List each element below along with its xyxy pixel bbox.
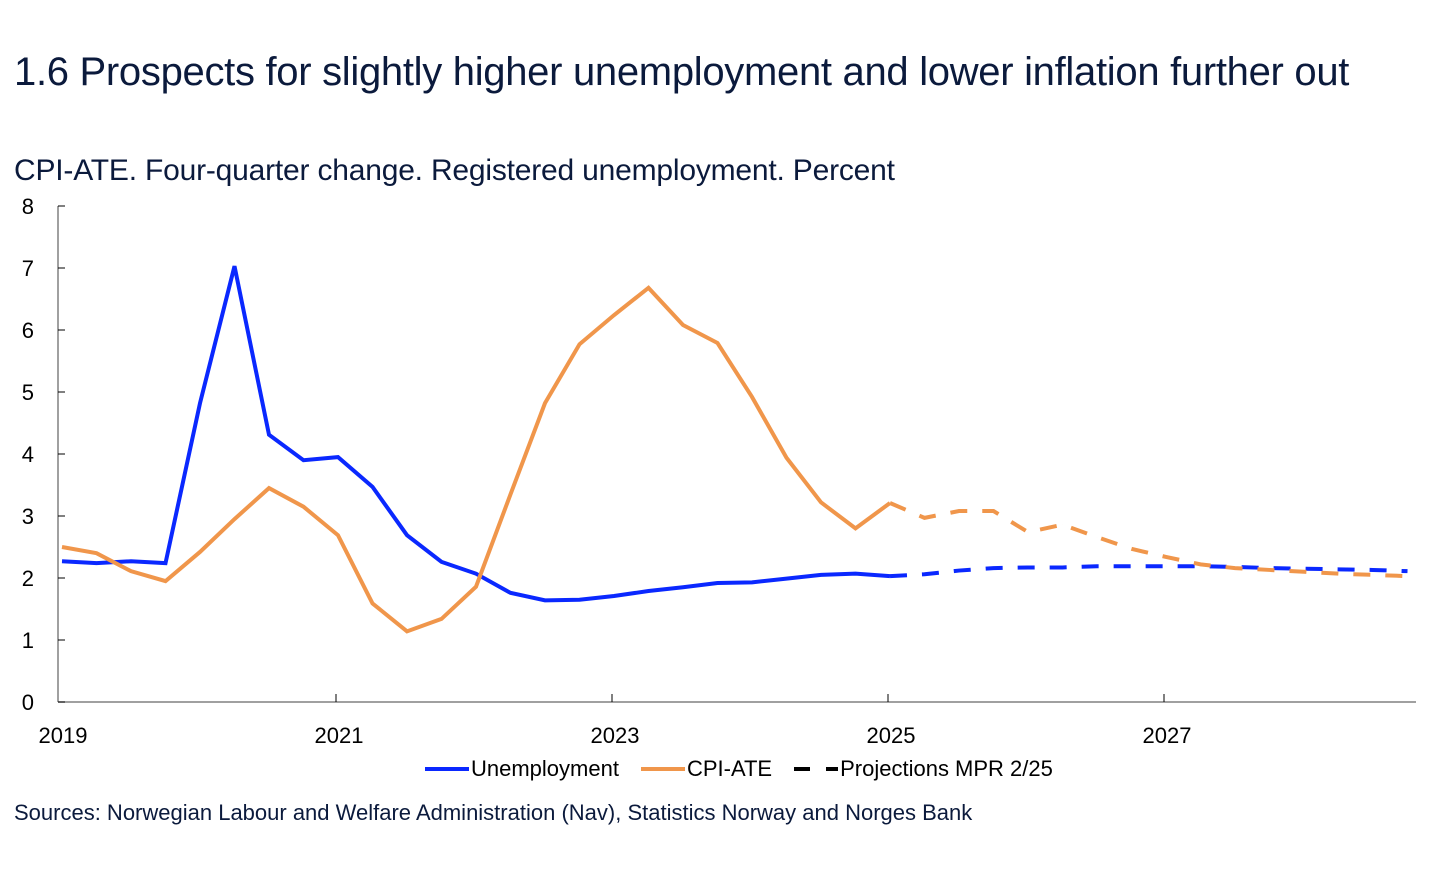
legend-item-cpi-ate: CPI-ATE: [640, 756, 773, 782]
y-tick-label: 1: [22, 628, 34, 653]
x-tick-label: 2027: [1143, 723, 1192, 748]
series-projection-unemployment: [889, 564, 1408, 579]
x-tick-label: 2025: [867, 723, 916, 748]
series-lines: [61, 265, 1408, 634]
sources-note: Sources: Norwegian Labour and Welfare Ad…: [14, 800, 973, 825]
chart-subtitle: CPI-ATE. Four-quarter change. Registered…: [14, 154, 895, 187]
legend-label: Projections MPR 2/25: [840, 756, 1053, 781]
y-tick-label: 3: [22, 504, 34, 529]
axes: [57, 205, 1416, 703]
y-tick-label: 5: [22, 380, 34, 405]
y-tick-label: 0: [22, 690, 34, 715]
series-line-unemployment: [61, 265, 891, 603]
y-tick-label: 2: [22, 566, 34, 591]
y-tick-label: 4: [22, 442, 34, 467]
x-tick-label: 2023: [591, 723, 640, 748]
tick-labels: 0 1 2 3 4 5 6 7 8 2019 2021 2023 2025 2027: [22, 194, 1192, 748]
y-tick-label: 7: [22, 256, 34, 281]
legend-item-unemployment: Unemployment: [425, 756, 619, 782]
legend-swatch-cpi-ate: [640, 767, 685, 771]
chart-title: 1.6 Prospects for slightly higher unempl…: [14, 50, 1350, 94]
y-tick-label: 6: [22, 318, 34, 343]
x-tick-label: 2019: [39, 723, 88, 748]
legend-label: Unemployment: [471, 756, 619, 781]
legend-label: CPI-ATE: [686, 756, 773, 781]
y-tick-label: 8: [22, 194, 34, 219]
legend-swatch-unemployment: [425, 767, 469, 771]
legend-swatch-projections: [794, 767, 839, 771]
legend-item-projections: Projections MPR 2/25: [794, 756, 1053, 782]
x-tick-label: 2021: [315, 723, 364, 748]
